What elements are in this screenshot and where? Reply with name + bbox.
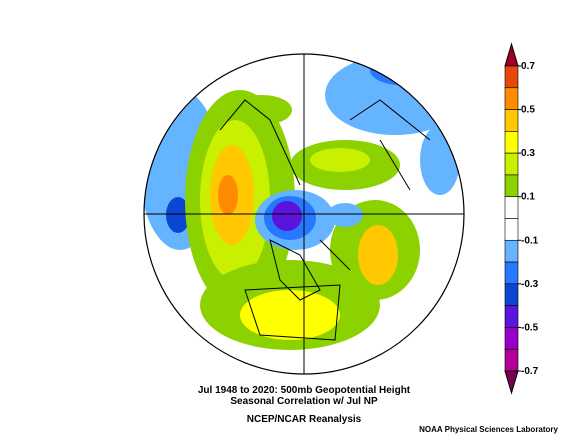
colorbar-band [504, 131, 519, 154]
colorbar-label: -0.7 [521, 366, 539, 377]
colorbar-triangle [504, 42, 519, 67]
colorbar-label: -0.1 [521, 235, 539, 246]
colorbar-band [504, 152, 519, 176]
credit: NOAA Physical Sciences Laboratory [419, 425, 558, 434]
colorbar-band [504, 65, 519, 89]
colorbar-band [504, 196, 519, 219]
colorbar-band [504, 174, 519, 198]
colorbar-triangle [504, 370, 519, 395]
title-line: Jul 1948 to 2020: 500mb Geopotential Hei… [198, 385, 411, 396]
colorbar-band [504, 327, 519, 350]
colorbar-label: 0.1 [521, 192, 535, 203]
colorbar-band [504, 348, 519, 372]
colorbar-label: -0.5 [521, 322, 539, 333]
colorbar-label: -0.3 [521, 279, 539, 290]
colorbar: 0.7 0.5 0.3 0.1 -0.1 -0.3 -0.5 -0.7 [504, 42, 539, 395]
colorbar-label: 0.5 [521, 105, 535, 116]
colorbar-band [504, 109, 519, 132]
colorbar-band [504, 87, 519, 110]
colorbar-band [504, 305, 519, 328]
title-line: Seasonal Correlation w/ Jul NP [230, 396, 378, 407]
colorbar-band [504, 261, 519, 285]
colorbar-band [504, 283, 519, 306]
colorbar-label: 0.3 [521, 148, 535, 159]
colorbar-label: 0.7 [521, 61, 535, 72]
correlation-field [144, 54, 464, 374]
colorbar-band [504, 218, 519, 241]
source: NCEP/NCAR Reanalysis [247, 414, 362, 425]
colorbar-band [504, 239, 519, 263]
